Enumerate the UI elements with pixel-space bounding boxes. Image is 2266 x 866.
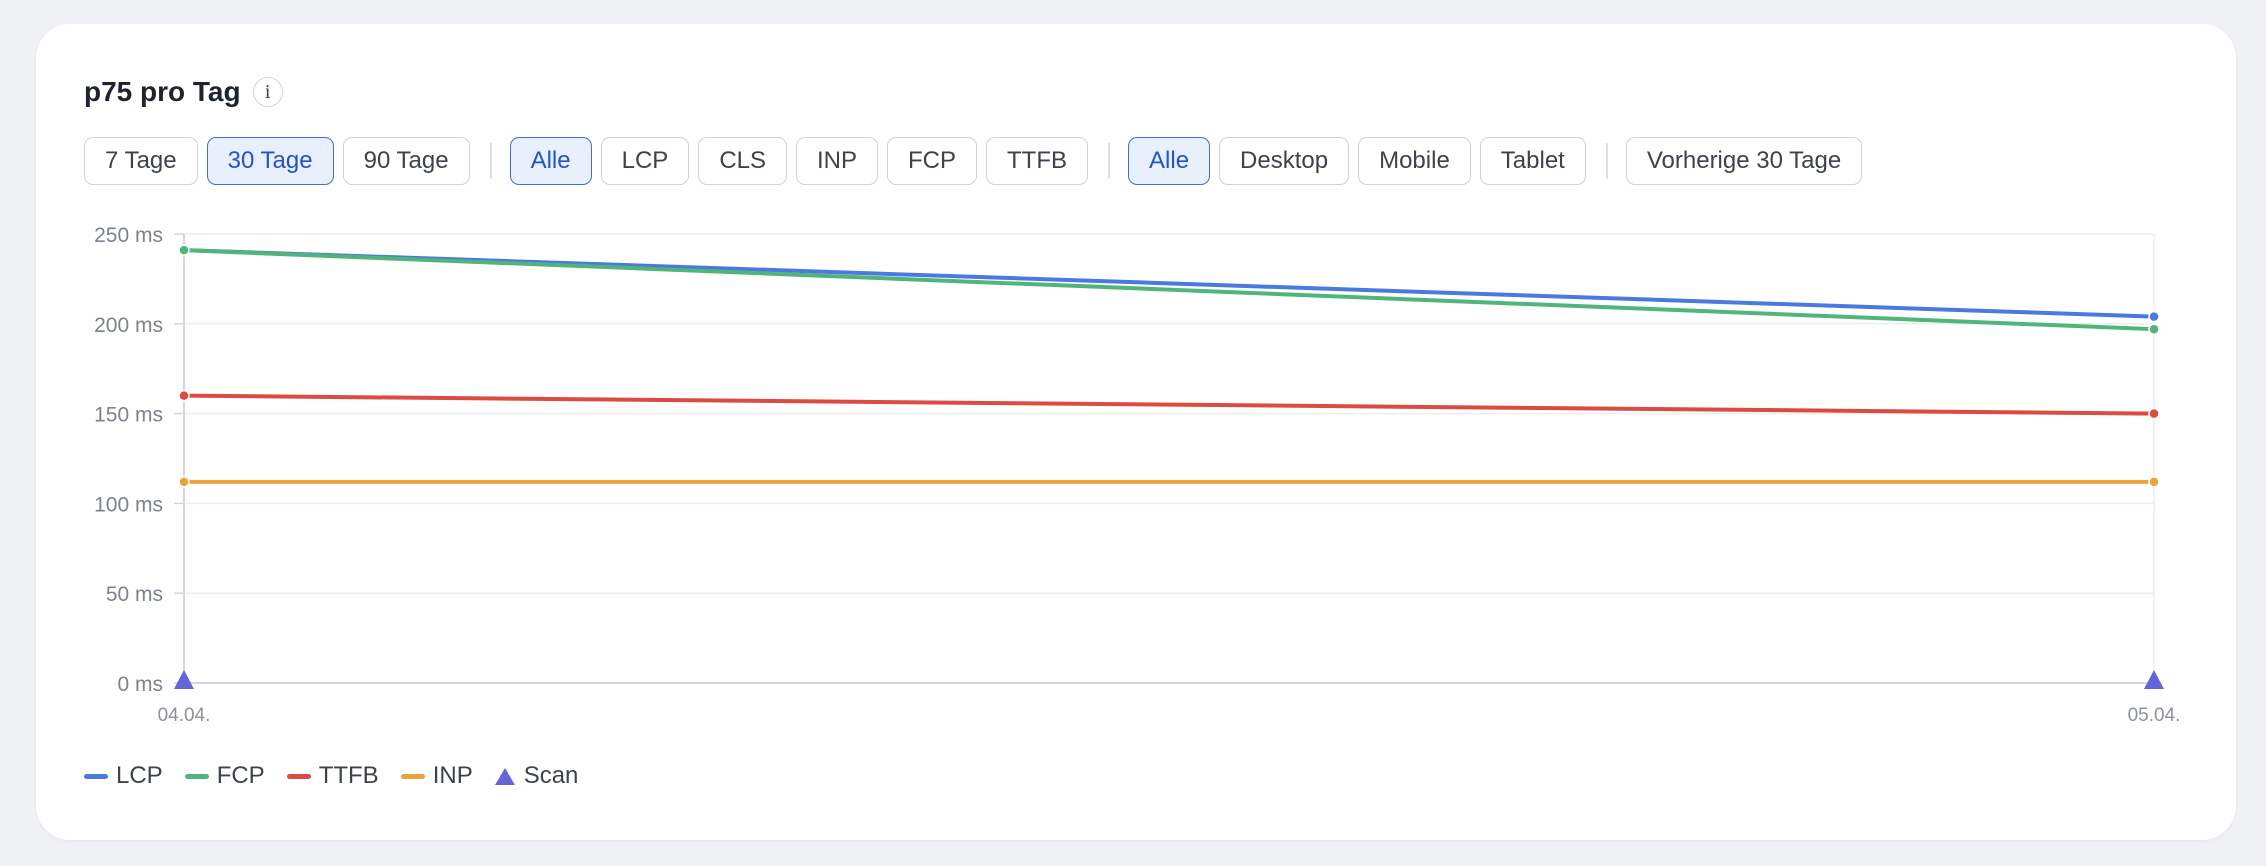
filter-bar: 7 Tage 30 Tage 90 Tage Alle LCP CLS INP … bbox=[84, 137, 1871, 185]
x-tick-label: 04.04. bbox=[158, 705, 211, 726]
card-header: p75 pro Tag i bbox=[84, 74, 283, 110]
legend-swatch-inp bbox=[400, 773, 425, 779]
series-line-ttfb bbox=[182, 393, 2156, 416]
metric-cls-button[interactable]: CLS bbox=[698, 137, 787, 185]
legend-item-fcp[interactable]: FCP bbox=[184, 762, 265, 790]
device-mobile-button[interactable]: Mobile bbox=[1358, 137, 1471, 185]
y-tick-label: 0 ms bbox=[117, 673, 163, 696]
scan-marker bbox=[2144, 670, 2164, 689]
legend-item-ttfb[interactable]: TTFB bbox=[286, 762, 379, 790]
x-tick-label: 05.04. bbox=[2128, 705, 2181, 726]
triangle-icon bbox=[494, 767, 515, 785]
data-point-ttfb bbox=[2148, 407, 2160, 420]
series-line-lcp bbox=[182, 248, 2156, 319]
range-7-button[interactable]: 7 Tage bbox=[84, 137, 198, 185]
legend-label: Scan bbox=[523, 762, 579, 789]
compare-previous-button[interactable]: Vorherige 30 Tage bbox=[1625, 137, 1863, 185]
device-desktop-button[interactable]: Desktop bbox=[1219, 137, 1350, 185]
metric-all-button[interactable]: Alle bbox=[509, 137, 592, 185]
y-tick-label: 150 ms bbox=[94, 404, 163, 427]
data-point-fcp bbox=[178, 244, 190, 256]
legend-label: LCP bbox=[116, 762, 163, 789]
metric-ttfb-button[interactable]: TTFB bbox=[986, 137, 1089, 185]
filter-divider bbox=[1605, 143, 1608, 179]
legend-swatch-ttfb bbox=[286, 773, 311, 779]
legend-label: TTFB bbox=[318, 762, 379, 789]
data-point-fcp bbox=[2148, 323, 2160, 335]
legend-label: INP bbox=[432, 762, 473, 789]
line-chart: 0 ms 50 ms 100 ms 150 ms 200 ms 250 ms 04.04. 0… bbox=[94, 224, 2181, 726]
legend-label: FCP bbox=[216, 762, 265, 789]
data-point-ttfb bbox=[178, 389, 190, 402]
legend-swatch-fcp bbox=[184, 773, 209, 779]
metric-inp-button[interactable]: INP bbox=[796, 137, 879, 185]
legend-item-lcp[interactable]: LCP bbox=[84, 762, 163, 790]
legend-item-inp[interactable]: INP bbox=[400, 762, 473, 790]
device-tablet-button[interactable]: Tablet bbox=[1479, 137, 1586, 185]
filter-divider bbox=[1108, 143, 1111, 179]
y-tick-label: 50 ms bbox=[106, 583, 163, 606]
legend-swatch-lcp bbox=[84, 773, 108, 779]
range-90-button[interactable]: 90 Tage bbox=[342, 137, 470, 185]
filter-divider bbox=[489, 143, 492, 179]
range-30-button[interactable]: 30 Tage bbox=[206, 137, 334, 185]
scan-marker bbox=[174, 670, 194, 689]
chart-legend: LCP FCP TTFB INP Scan bbox=[84, 760, 600, 792]
metric-fcp-button[interactable]: FCP bbox=[887, 137, 978, 185]
data-point-inp bbox=[178, 476, 190, 488]
info-icon[interactable]: i bbox=[252, 77, 283, 107]
series-line-fcp bbox=[182, 248, 2156, 332]
data-point-lcp bbox=[2148, 310, 2160, 323]
y-tick-label: 200 ms bbox=[94, 314, 163, 337]
legend-item-scan[interactable]: Scan bbox=[494, 762, 579, 790]
data-point-inp bbox=[2148, 476, 2160, 488]
card-title: p75 pro Tag bbox=[84, 76, 241, 107]
y-tick-label: 100 ms bbox=[94, 493, 163, 516]
y-tick-label: 250 ms bbox=[94, 224, 163, 247]
metric-lcp-button[interactable]: LCP bbox=[600, 137, 690, 185]
device-all-button[interactable]: Alle bbox=[1128, 137, 1211, 185]
